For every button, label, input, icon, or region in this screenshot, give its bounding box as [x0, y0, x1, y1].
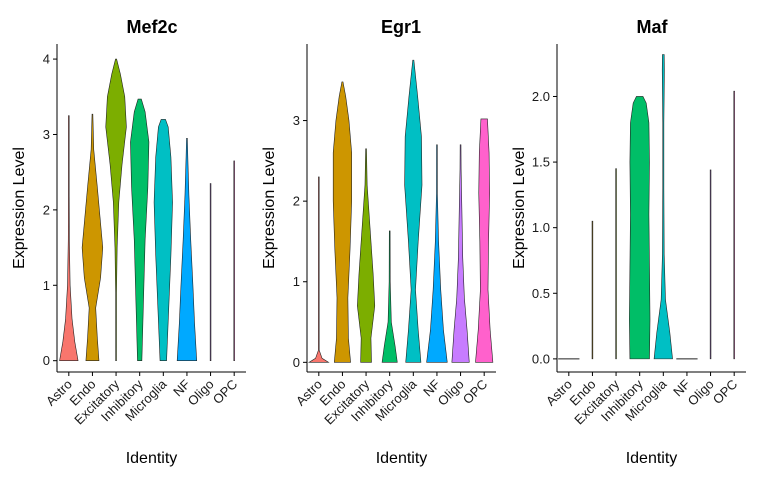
y-tick-label: 3	[293, 113, 300, 128]
x-axis-title: Identity	[626, 450, 678, 467]
x-axis-title: Identity	[126, 450, 178, 467]
x-tick-label: OPC	[710, 377, 741, 408]
violin-oligo	[709, 169, 712, 360]
violin-nf	[426, 144, 448, 363]
violin-endo	[591, 220, 594, 360]
x-tick-label: OPC	[460, 377, 491, 408]
violin-endo	[332, 81, 352, 363]
x-tick-label: Astro	[543, 377, 575, 409]
y-tick-label: 0.0	[532, 351, 550, 366]
panel-egr1: Egr10123AstroEndoExcitatoryInhibitoryMic…	[261, 17, 496, 467]
y-tick-label: 0.5	[532, 286, 550, 301]
violin-oligo	[209, 183, 212, 361]
y-axis-title: Expression Level	[511, 147, 528, 269]
x-tick-label: Oligo	[435, 377, 467, 409]
violin-nf	[176, 137, 198, 361]
violin-inhibitory	[130, 98, 150, 361]
violin-excitatory	[357, 148, 376, 363]
x-tick-label: Oligo	[685, 377, 717, 409]
x-tick-label: Astro	[293, 377, 325, 409]
violin-opc	[475, 118, 494, 363]
violin-opc	[733, 90, 735, 360]
violin-inhibitory	[381, 230, 398, 363]
y-tick-label: 0	[43, 353, 50, 368]
y-tick-label: 0	[293, 355, 300, 370]
panel-mef2c: Mef2c01234AstroEndoExcitatoryInhibitoryM…	[11, 17, 246, 467]
violin-inhibitory	[629, 96, 651, 360]
violin-microglia	[153, 119, 173, 361]
panel-maf: Maf0.00.51.01.52.0AstroEndoExcitatoryInh…	[511, 17, 746, 467]
violin-astro	[59, 115, 79, 361]
y-tick-label: 4	[43, 52, 50, 67]
y-tick-label: 2	[43, 202, 50, 217]
violin-oligo	[451, 144, 470, 363]
panel-title: Egr1	[381, 17, 421, 37]
y-tick-label: 1	[43, 278, 50, 293]
y-axis-title: Expression Level	[11, 147, 28, 269]
y-tick-label: 2.0	[532, 89, 550, 104]
violin-microglia	[653, 54, 673, 360]
x-axis-title: Identity	[376, 450, 428, 467]
violin-astro	[307, 176, 330, 363]
panel-title: Maf	[637, 17, 669, 37]
x-tick-label: Oligo	[185, 377, 217, 409]
y-axis-title: Expression Level	[261, 147, 278, 269]
violin-opc	[233, 160, 235, 361]
violin-excitatory	[105, 58, 127, 361]
y-tick-label: 1	[293, 274, 300, 289]
y-tick-label: 3	[43, 127, 50, 142]
x-tick-label: Astro	[43, 377, 75, 409]
x-tick-label: OPC	[210, 377, 241, 408]
violin-endo	[81, 113, 104, 361]
violin-microglia	[404, 59, 423, 363]
violin-excitatory	[615, 168, 617, 360]
y-tick-label: 1.0	[532, 220, 550, 235]
panel-title: Mef2c	[126, 17, 177, 37]
y-tick-label: 1.5	[532, 155, 550, 170]
y-tick-label: 2	[293, 194, 300, 209]
